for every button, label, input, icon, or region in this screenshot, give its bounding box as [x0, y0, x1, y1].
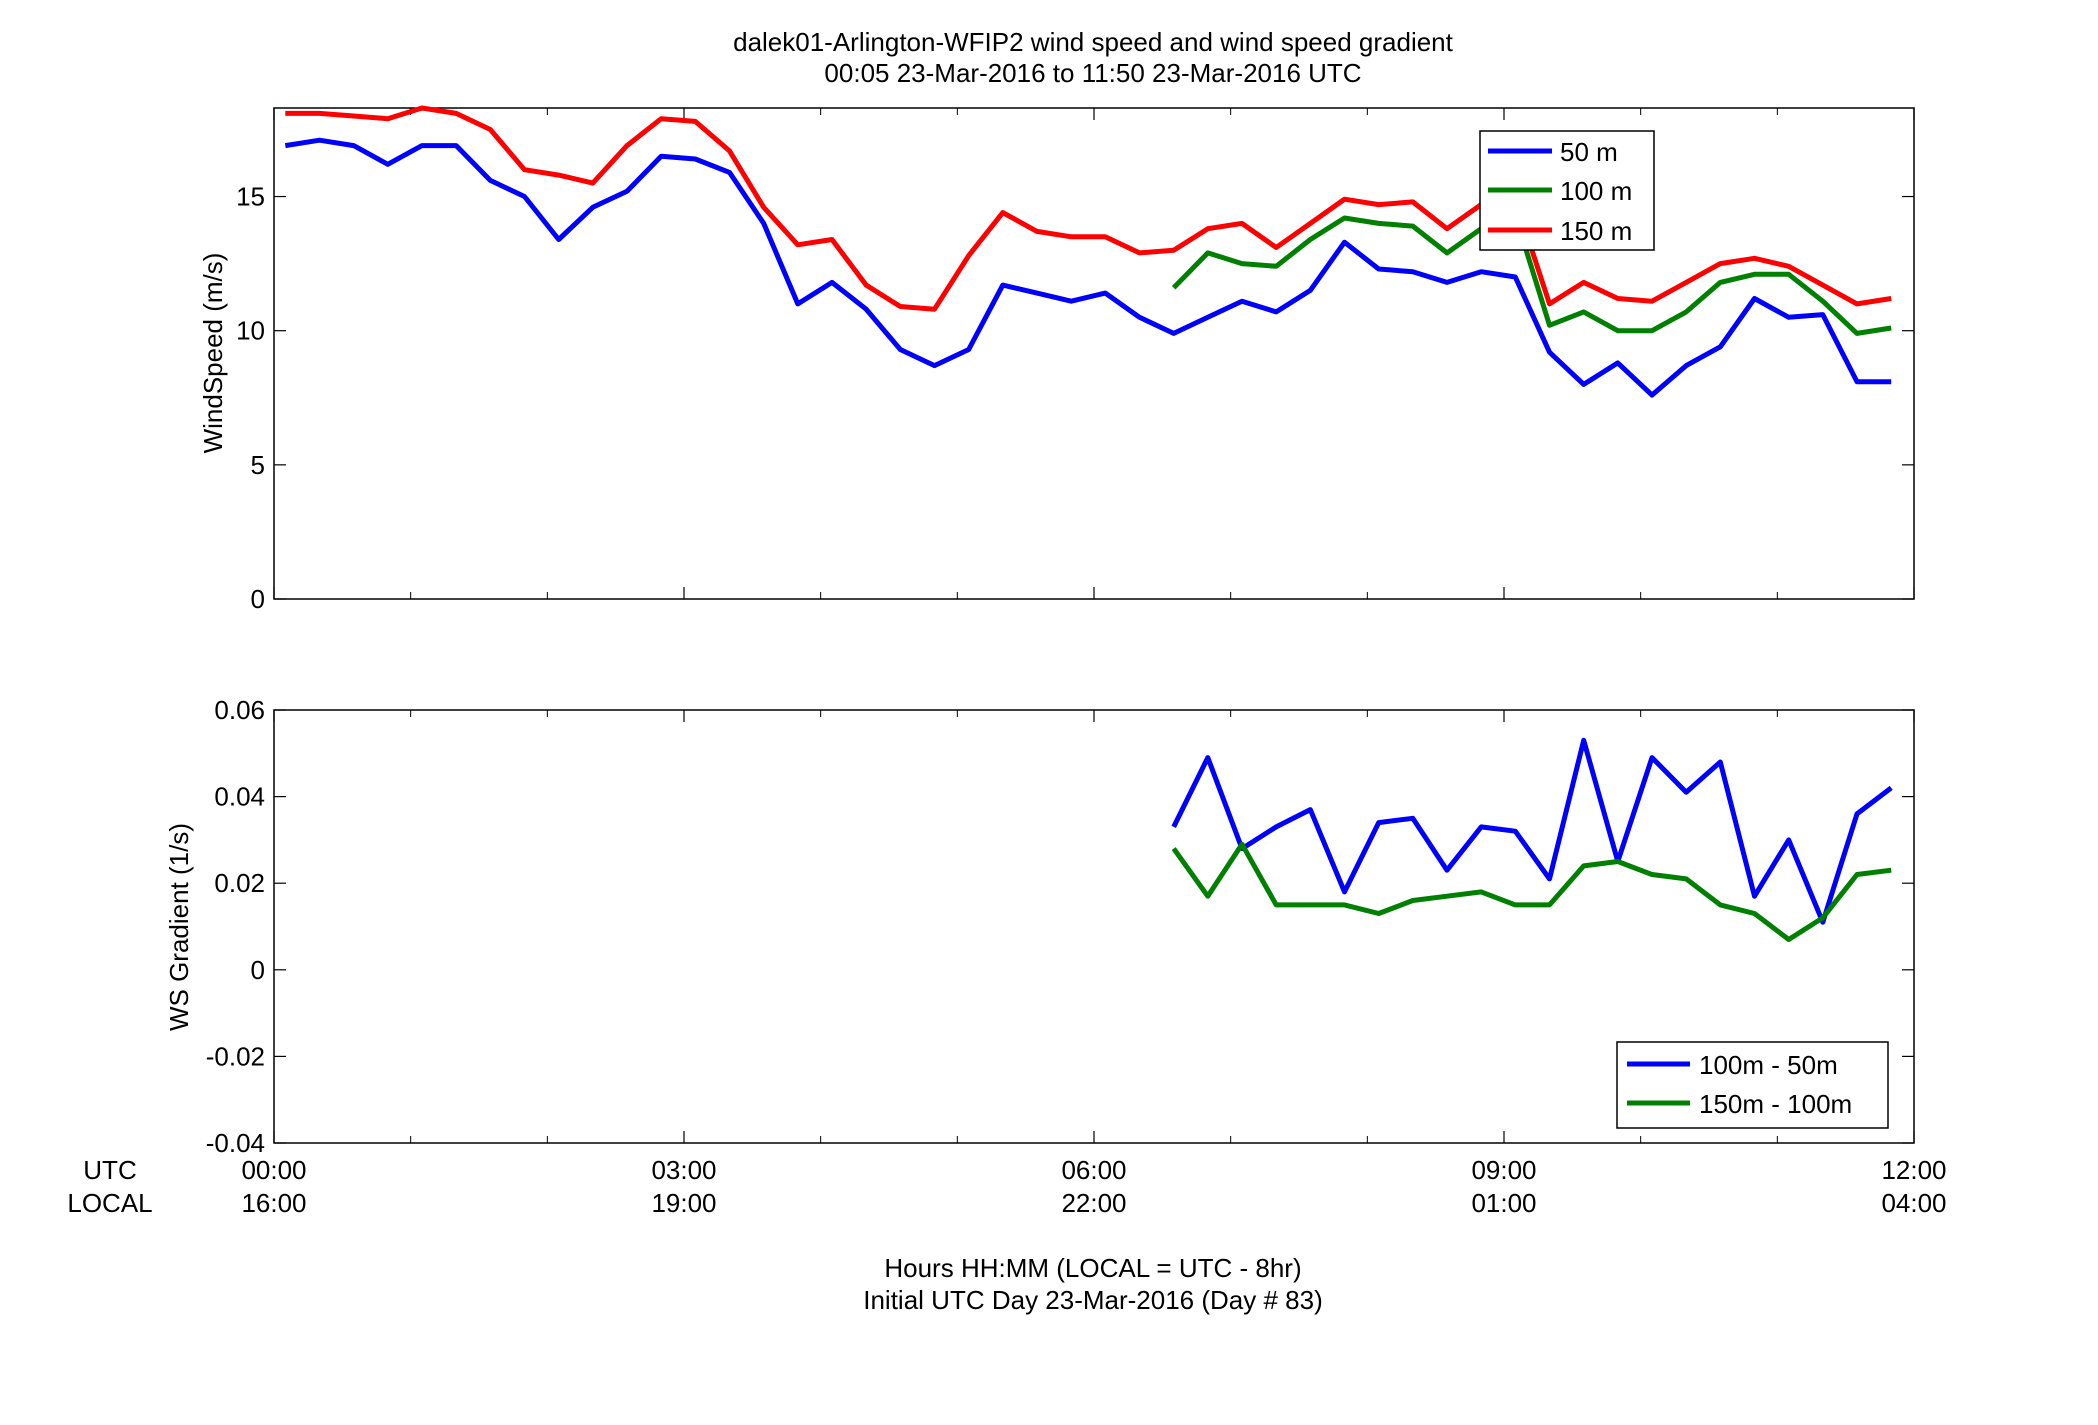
legend-label-150m-100m: 150m - 100m: [1699, 1089, 1852, 1119]
legend-label-100m-50m: 100m - 50m: [1699, 1050, 1838, 1080]
gradient-y-tick-label: 0.06: [214, 695, 265, 725]
gradient-y-tick-label: -0.04: [206, 1128, 265, 1158]
local-tick-label: 19:00: [651, 1188, 716, 1218]
windspeed-x-ticks: [273, 108, 1915, 599]
windspeed-y-tick-label: 10: [236, 316, 265, 346]
gradient-x-ticks: [273, 710, 1915, 1143]
legend-label-100m: 100 m: [1560, 176, 1632, 206]
gradient-y-ticks: -0.04 -0.02 0 0.02 0.04 0.06: [206, 695, 1914, 1158]
x-axis-label-line1: Hours HH:MM (LOCAL = UTC - 8hr): [884, 1253, 1301, 1283]
windspeed-y-tick-label: 0: [251, 584, 265, 614]
windspeed-plot-area: [273, 107, 1915, 600]
windspeed-y-ticks: 0 5 10 15: [236, 182, 1914, 614]
utc-tick-label: 00:00: [241, 1155, 306, 1185]
local-tick-label: 04:00: [1881, 1188, 1946, 1218]
utc-tick-label: 06:00: [1061, 1155, 1126, 1185]
windspeed-series: [284, 105, 1892, 398]
x-axis-label-line2: Initial UTC Day 23-Mar-2016 (Day # 83): [863, 1285, 1323, 1315]
gradient-y-axis-label: WS Gradient (1/s): [164, 823, 194, 1031]
utc-tick-label: 09:00: [1471, 1155, 1536, 1185]
gradient-legend: 100m - 50m 150m - 100m: [1616, 1041, 1889, 1129]
gradient-y-tick-label: 0.02: [214, 868, 265, 898]
legend-label-50m: 50 m: [1560, 137, 1618, 167]
utc-tick-label: 12:00: [1881, 1155, 1946, 1185]
gradient-series-150m-100m: [1171, 841, 1892, 942]
gradient-series-100m-50m: [1171, 737, 1893, 925]
windspeed-y-tick-label: 5: [251, 450, 265, 480]
windspeed-legend: 50 m 100 m 150 m: [1479, 130, 1655, 251]
local-tick-label: 22:00: [1061, 1188, 1126, 1218]
windspeed-series-50-m: [284, 137, 1892, 398]
windspeed-series-100-m: [1171, 212, 1892, 336]
windspeed-y-axis-label: WindSpeed (m/s): [198, 253, 228, 454]
gradient-series: [1171, 737, 1893, 942]
windspeed-series-150-m: [285, 105, 1892, 312]
windspeed-panel: 0 5 10 15 WindSpeed (m/s) 50 m 100 m 150 m: [198, 105, 1915, 614]
local-row-label: LOCAL: [67, 1188, 152, 1218]
utc-row-label: UTC: [83, 1155, 136, 1185]
gradient-y-tick-label: 0: [251, 955, 265, 985]
legend-label-150m: 150 m: [1560, 216, 1632, 246]
chart-title-line1: dalek01-Arlington-WFIP2 wind speed and w…: [733, 27, 1454, 57]
chart-title-line2: 00:05 23-Mar-2016 to 11:50 23-Mar-2016 U…: [824, 58, 1361, 88]
utc-tick-label: 03:00: [651, 1155, 716, 1185]
gradient-y-tick-label: 0.04: [214, 782, 265, 812]
gradient-legend-box: [1616, 1041, 1889, 1129]
windspeed-y-tick-label: 15: [236, 182, 265, 212]
local-tick-label: 01:00: [1471, 1188, 1536, 1218]
local-tick-label: 16:00: [241, 1188, 306, 1218]
gradient-y-tick-label: -0.02: [206, 1041, 265, 1071]
gradient-panel: -0.04 -0.02 0 0.02 0.04 0.06 WS Gradient (1/s…: [164, 695, 1915, 1158]
